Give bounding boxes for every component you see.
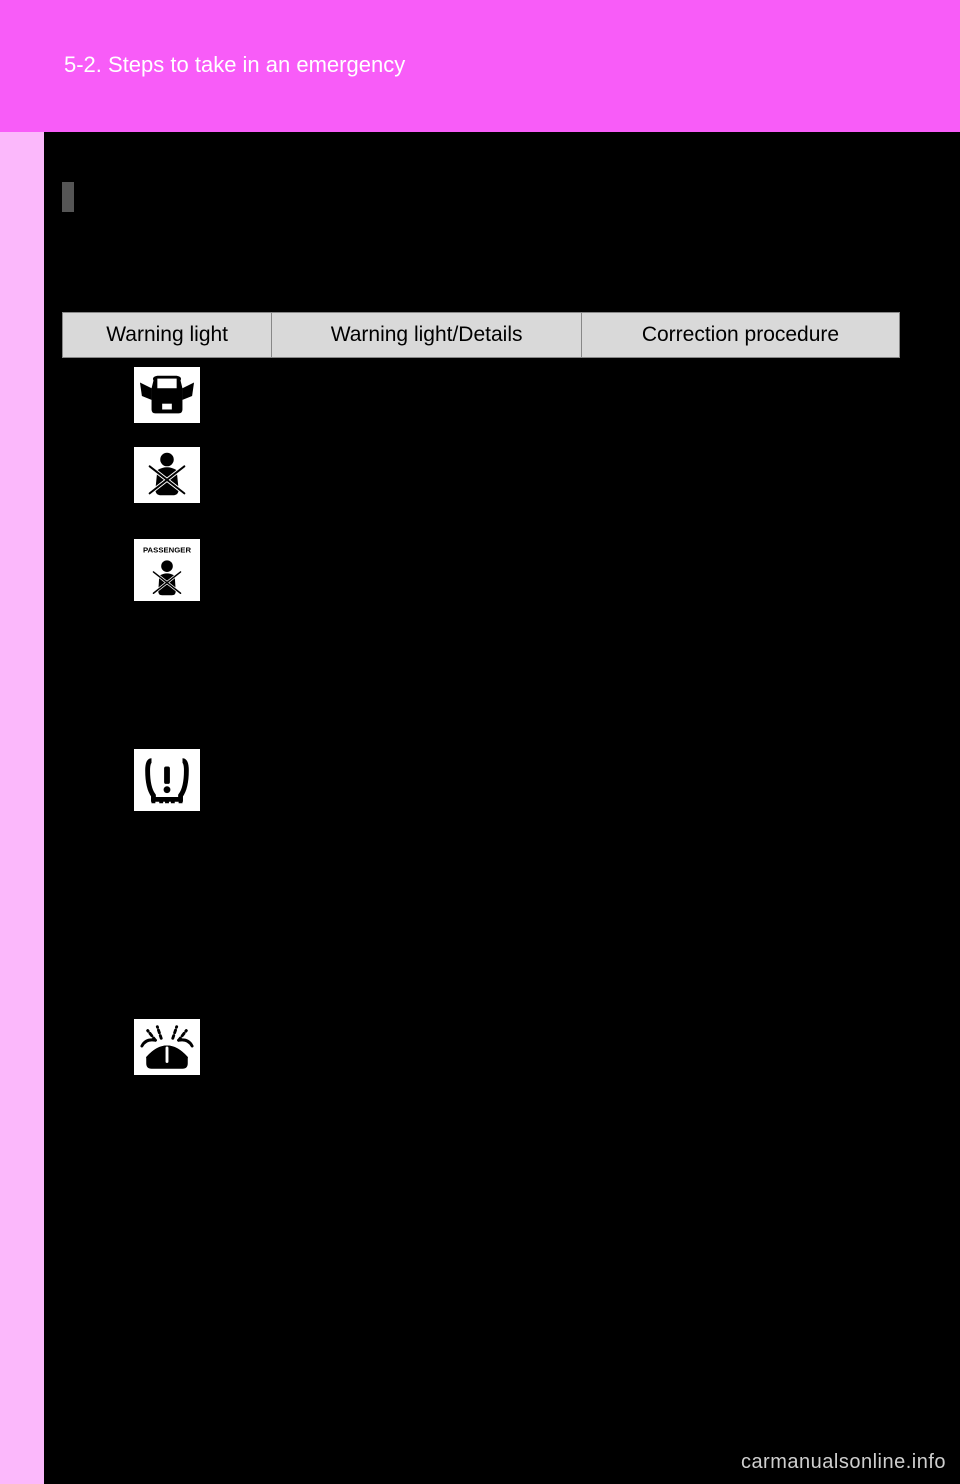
table-row [63,358,900,438]
correction-cell [581,740,899,1010]
icon-cell [63,438,272,530]
side-band [0,132,44,1484]
col-header-correction: Correction procedure [581,313,899,358]
correction-cell [581,358,899,438]
table-header-row: Warning light Warning light/Details Corr… [63,313,900,358]
watermark: carmanualsonline.info [741,1451,946,1474]
section-heading: 5-2. Steps to take in an emergency [64,52,405,78]
passenger-seatbelt-icon: PASSENGER [133,538,201,602]
col-header-warning-light: Warning light [63,313,272,358]
details-cell [272,740,582,1010]
icon-cell [63,740,272,1010]
correction-cell [581,1010,899,1130]
correction-cell [581,530,899,740]
details-cell [272,358,582,438]
col-header-details: Warning light/Details [272,313,582,358]
correction-cell [581,438,899,530]
open-door-icon [133,366,201,424]
content-area: Warning light Warning light/Details Corr… [62,182,900,1130]
details-cell [272,1010,582,1130]
seatbelt-icon [133,446,201,504]
warning-light-table: Warning light Warning light/Details Corr… [62,312,900,1130]
svg-text:PASSENGER: PASSENGER [143,545,191,554]
washer-fluid-icon [133,1018,201,1076]
table-row [63,438,900,530]
icon-cell: PASSENGER [63,530,272,740]
icon-cell [63,1010,272,1130]
table-row [63,740,900,1010]
table-row [63,1010,900,1130]
details-cell [272,530,582,740]
icon-cell [63,358,272,438]
table-row: PASSENGER [63,530,900,740]
details-cell [272,438,582,530]
tire-pressure-icon [133,748,201,812]
